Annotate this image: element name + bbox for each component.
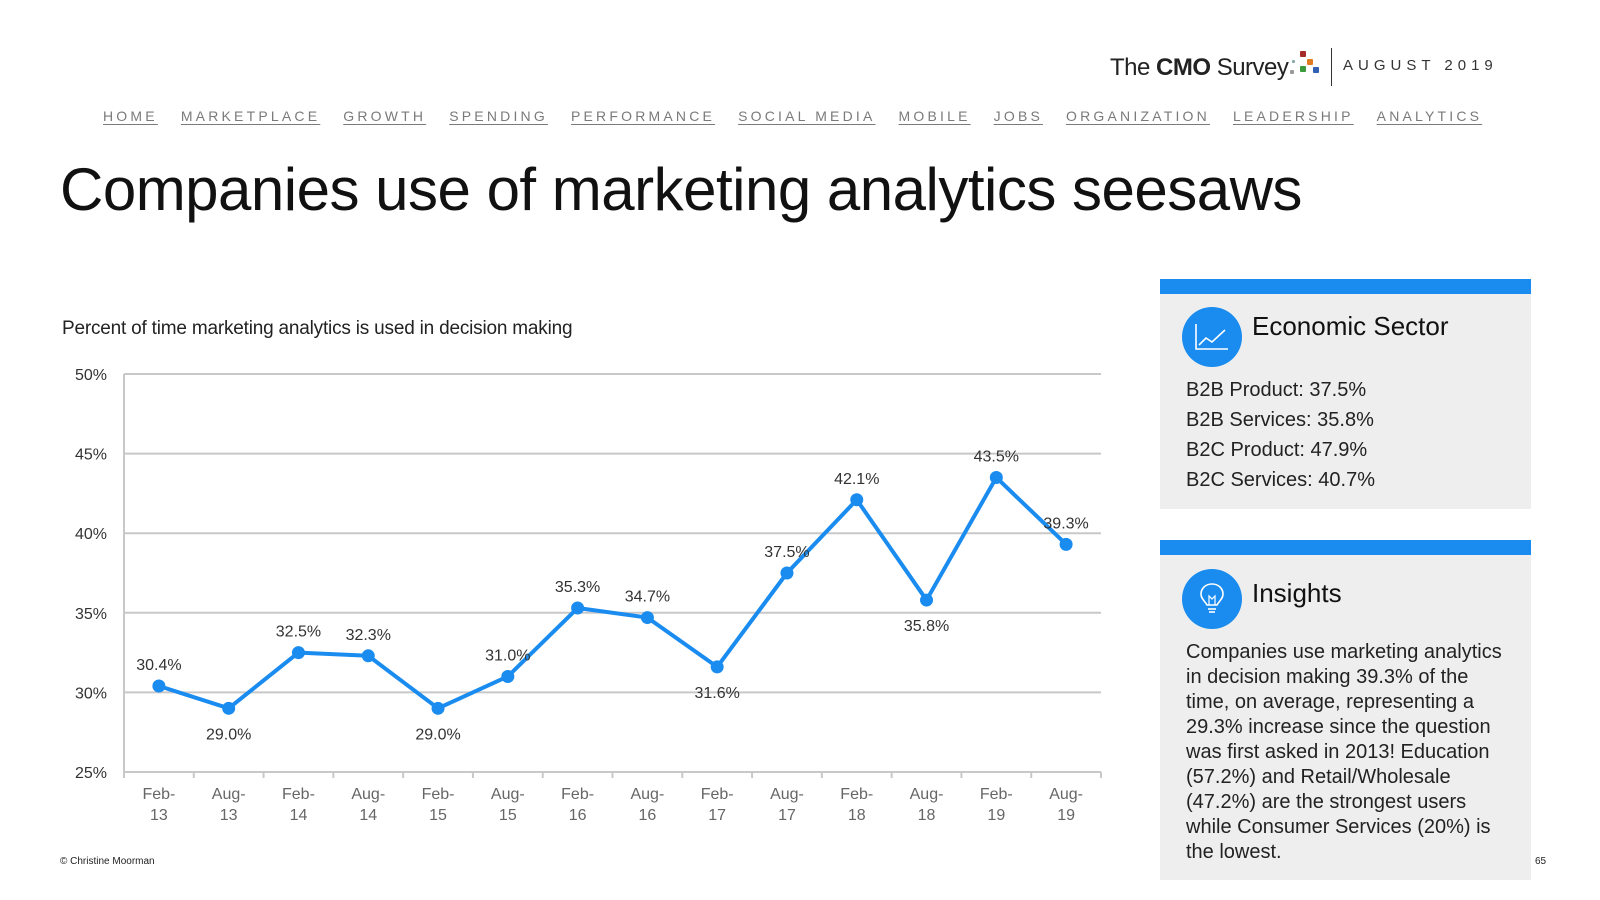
data-point [989, 470, 1003, 484]
nav-leadership[interactable]: LEADERSHIP [1232, 108, 1354, 124]
data-label: 34.7% [625, 589, 670, 606]
data-label: 35.3% [555, 579, 600, 596]
insights-card: Insights Companies use marketing analyti… [1160, 540, 1531, 880]
x-tick-label: Aug- [630, 786, 664, 803]
series-line [158, 475, 1068, 711]
data-point [431, 701, 445, 715]
x-tick-label: Aug- [212, 786, 246, 803]
x-tick-label: 19 [1057, 807, 1075, 824]
data-point [501, 669, 515, 683]
header-divider [1331, 48, 1332, 86]
data-label: 39.3% [1043, 515, 1088, 532]
y-tick-label: 35% [75, 606, 107, 623]
card-accent-bar [1160, 279, 1531, 294]
data-label: 29.0% [415, 726, 460, 743]
sector-list: B2B Product: 37.5% B2B Services: 35.8% B… [1186, 375, 1375, 495]
lightbulb-icon [1182, 569, 1242, 629]
data-label: 29.0% [206, 726, 251, 743]
sector-item: B2B Product: 37.5% [1186, 379, 1367, 401]
data-label: 30.4% [136, 657, 181, 674]
nav-home[interactable]: HOME [103, 108, 158, 124]
x-tick-label: Feb- [422, 786, 455, 803]
y-tick-label: 45% [75, 447, 107, 464]
data-label: 31.6% [694, 685, 739, 702]
data-point [640, 611, 654, 625]
data-point [1059, 537, 1073, 551]
card-accent-bar [1160, 540, 1531, 555]
y-tick-label: 40% [75, 526, 107, 543]
sector-item: B2B Services: 35.8% [1186, 409, 1374, 431]
x-tick-label: 15 [429, 807, 447, 824]
data-label: 31.0% [485, 647, 530, 664]
data-label: 37.5% [764, 544, 809, 561]
logo-text: The CMO Survey [1110, 54, 1289, 81]
card-title: Economic Sector [1252, 311, 1449, 341]
x-tick-label: 17 [708, 807, 726, 824]
x-tick-label: 13 [150, 807, 168, 824]
data-point [222, 701, 236, 715]
sector-item: B2C Product: 47.9% [1186, 439, 1368, 461]
nav-spending[interactable]: SPENDING [449, 108, 548, 124]
page-number: 65 [1535, 856, 1547, 867]
sector-item: B2C Services: 40.7% [1186, 469, 1375, 491]
data-point [291, 646, 305, 660]
nav-organization[interactable]: ORGANIZATION [1066, 108, 1210, 124]
nav-performance[interactable]: PERFORMANCE [570, 108, 716, 124]
x-tick-label: Aug- [491, 786, 525, 803]
data-label: 32.5% [276, 624, 321, 641]
data-label: 32.3% [346, 627, 391, 644]
cmo-survey-logo[interactable]: The CMO Survey [1110, 50, 1328, 86]
issue-date: AUGUST 2019 [1343, 57, 1498, 74]
nav-jobs[interactable]: JOBS [993, 108, 1044, 124]
main-nav: HOME MARKETPLACE GROWTH SPENDING PERFORM… [103, 108, 1482, 124]
page-title: Companies use of marketing analytics see… [60, 156, 1302, 223]
data-label: 35.8% [904, 618, 949, 635]
insights-text: Companies use marketing analytics in dec… [1186, 641, 1502, 863]
y-tick-label: 50% [75, 367, 107, 384]
data-point [780, 566, 794, 580]
x-tick-label: Feb- [561, 786, 594, 803]
x-tick-label: 13 [220, 807, 238, 824]
x-tick-label: 18 [918, 807, 936, 824]
data-point [361, 649, 375, 663]
x-tick-label: Feb- [701, 786, 734, 803]
x-tick-label: 14 [290, 807, 308, 824]
nav-growth[interactable]: GROWTH [343, 108, 427, 124]
x-tick-label: 18 [848, 807, 866, 824]
x-tick-label: Feb- [980, 786, 1013, 803]
x-tick-label: Aug- [910, 786, 944, 803]
data-label: 43.5% [974, 448, 1019, 465]
x-tick-label: 16 [638, 807, 656, 824]
economic-sector-card: Economic Sector B2B Product: 37.5% B2B S… [1160, 279, 1531, 509]
nav-social-media[interactable]: SOCIAL MEDIA [738, 108, 876, 124]
logo-dots-icon [1290, 50, 1328, 86]
x-tick-label: 19 [987, 807, 1005, 824]
x-tick-label: Aug- [770, 786, 804, 803]
data-label: 42.1% [834, 471, 879, 488]
x-tick-label: Aug- [1049, 786, 1083, 803]
y-tick-label: 25% [75, 765, 107, 782]
data-point [152, 679, 166, 693]
nav-analytics[interactable]: ANALYTICS [1376, 108, 1483, 124]
x-tick-label: 14 [359, 807, 377, 824]
x-tick-label: 16 [569, 807, 587, 824]
data-point [571, 601, 585, 615]
data-point [920, 593, 934, 607]
chart-subtitle: Percent of time marketing analytics is u… [62, 318, 573, 339]
copyright: © Christine Moorman [60, 856, 155, 867]
x-tick-label: Feb- [282, 786, 315, 803]
line-chart-icon [1182, 307, 1242, 367]
card-title: Insights [1252, 578, 1342, 608]
x-tick-label: Feb- [840, 786, 873, 803]
x-tick-label: 17 [778, 807, 796, 824]
data-point [850, 493, 864, 507]
nav-mobile[interactable]: MOBILE [898, 108, 971, 124]
x-tick-label: Feb- [142, 786, 175, 803]
y-tick-label: 30% [75, 685, 107, 702]
nav-marketplace[interactable]: MARKETPLACE [180, 108, 321, 124]
x-tick-label: Aug- [351, 786, 385, 803]
x-tick-label: 15 [499, 807, 517, 824]
data-point [710, 660, 724, 674]
